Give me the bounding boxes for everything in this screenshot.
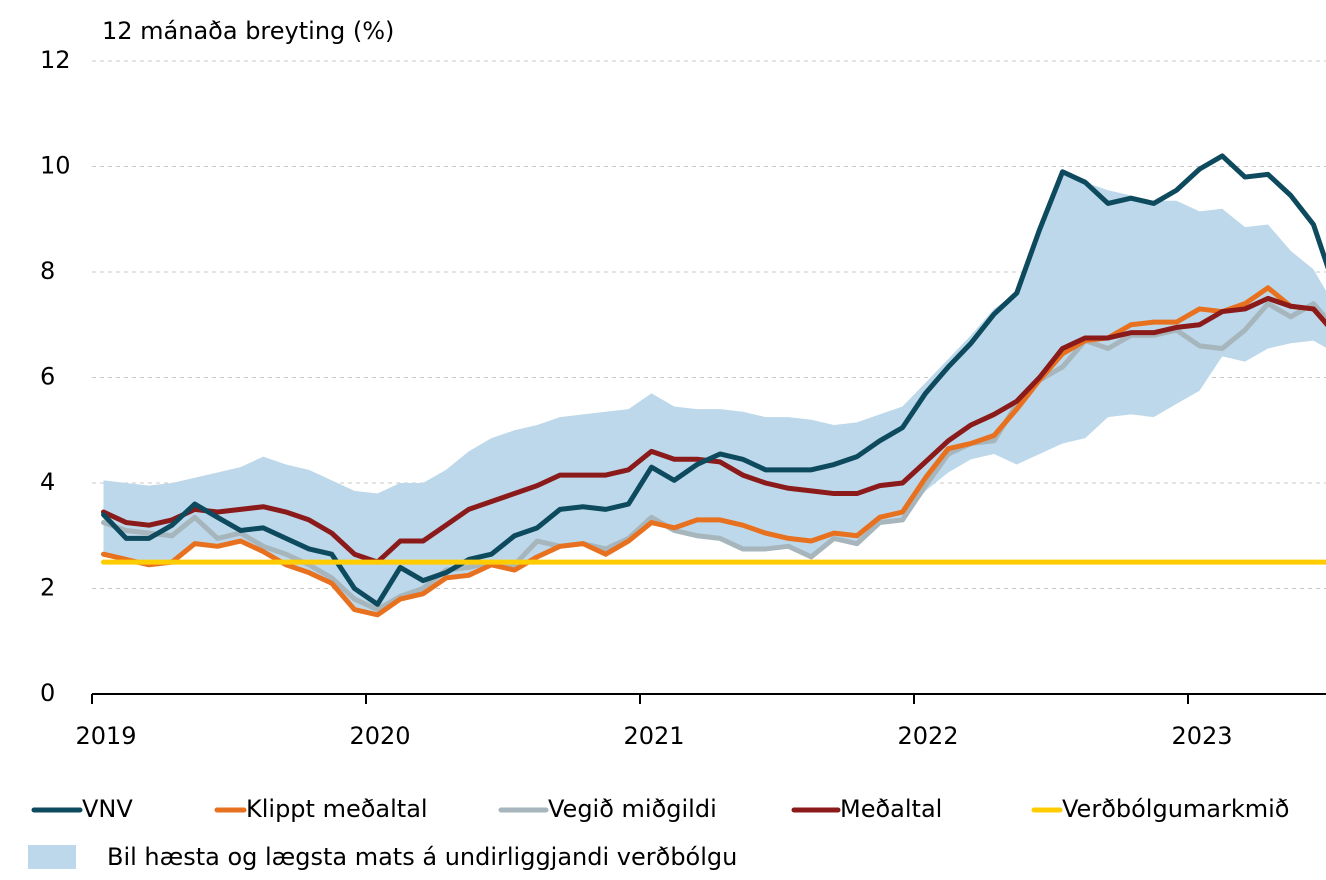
series-line — [101, 301, 1326, 613]
y-tick-label: 8 — [40, 257, 55, 285]
x-tick-label: 2021 — [623, 722, 684, 750]
legend-label: VNV — [82, 795, 133, 823]
legend-label: Bil hæsta og lægsta mats á undirliggjand… — [107, 843, 737, 871]
x-tick-label: 2022 — [897, 722, 958, 750]
x-tick-label: 2019 — [75, 722, 136, 750]
x-tick-label: 2023 — [1171, 722, 1232, 750]
series-line — [101, 285, 1326, 618]
series-line — [101, 153, 1326, 607]
range-band — [103, 169, 1326, 615]
x-tick-label: 2020 — [349, 722, 410, 750]
y-tick-label: 2 — [40, 574, 55, 602]
legend-swatch — [28, 845, 76, 869]
legend-label: Meðaltal — [840, 795, 942, 823]
axis-title: 12 mánaða breyting (%) — [102, 17, 394, 45]
legend-label: Verðbólgumarkmið — [1062, 795, 1289, 823]
y-tick-label: 10 — [40, 152, 71, 180]
legend: VNV Klippt meðaltal Vegið miðgildi Meðaltal… — [28, 795, 1289, 871]
axes: 0 2 4 6 8 10 12 2019 2020 2021 2022 2023 — [40, 46, 1326, 750]
y-tick-label: 0 — [40, 679, 55, 707]
plot-area — [101, 153, 1326, 618]
legend-label: Klippt meðaltal — [246, 795, 428, 823]
y-tick-label: 6 — [40, 363, 55, 391]
series-line — [101, 295, 1326, 565]
y-tick-label: 12 — [40, 46, 71, 74]
legend-label: Vegið miðgildi — [548, 795, 717, 823]
y-tick-label: 4 — [40, 468, 55, 496]
